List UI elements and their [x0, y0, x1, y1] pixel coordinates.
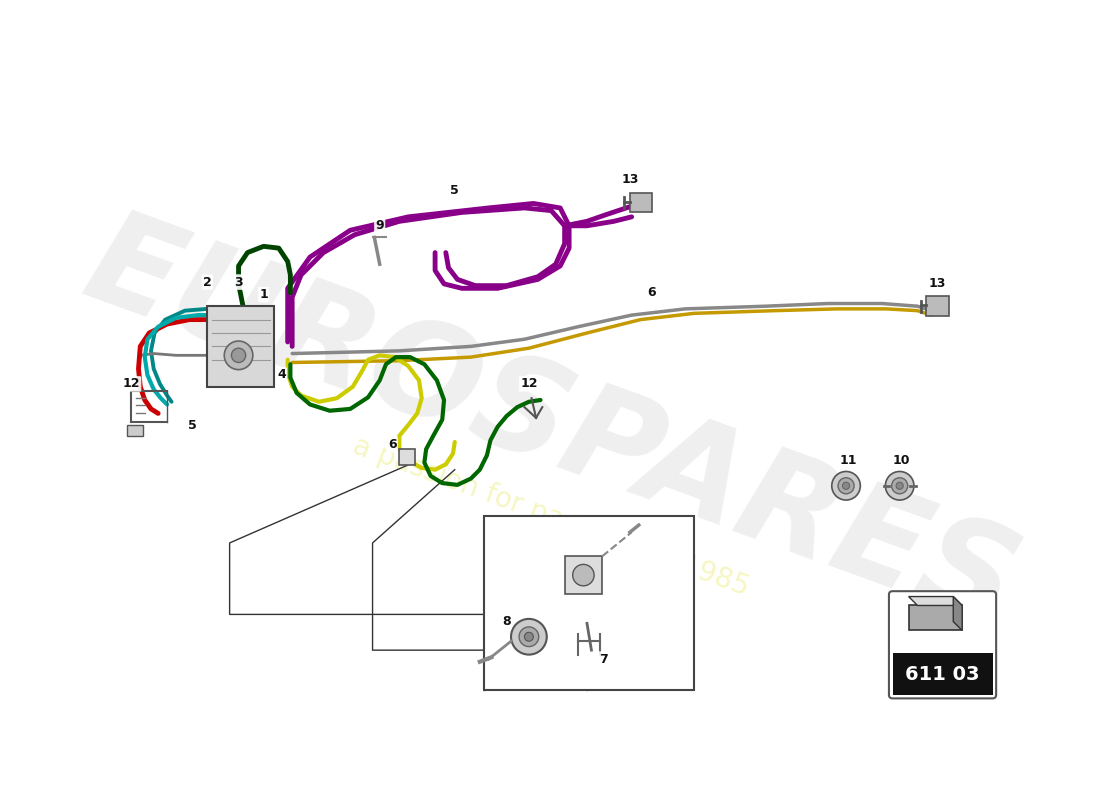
Circle shape [231, 348, 245, 362]
Bar [126, 425, 143, 436]
Text: 13: 13 [928, 278, 946, 290]
Circle shape [896, 482, 903, 490]
FancyBboxPatch shape [889, 591, 997, 698]
Bar [399, 449, 416, 466]
Text: 7: 7 [598, 653, 607, 666]
Polygon shape [954, 597, 962, 630]
Text: 1: 1 [260, 288, 268, 301]
Text: 3: 3 [234, 275, 243, 289]
Bar [909, 606, 962, 630]
Circle shape [519, 627, 539, 646]
Bar [926, 296, 949, 316]
Circle shape [832, 471, 860, 500]
Polygon shape [909, 597, 962, 606]
Text: a passion for parts since 1985: a passion for parts since 1985 [350, 431, 754, 601]
Circle shape [886, 471, 914, 500]
Text: 5: 5 [188, 418, 197, 431]
Bar [564, 556, 602, 594]
Text: 2: 2 [202, 275, 211, 289]
Circle shape [838, 478, 854, 494]
Circle shape [512, 619, 547, 654]
Text: 6: 6 [647, 286, 656, 299]
Bar [484, 516, 694, 690]
Text: 9: 9 [375, 219, 384, 232]
Text: 12: 12 [122, 378, 140, 390]
Circle shape [892, 478, 907, 494]
Circle shape [843, 482, 849, 490]
Text: 611 03: 611 03 [905, 665, 980, 684]
Text: 12: 12 [520, 378, 538, 390]
Bar [207, 306, 274, 386]
Bar [630, 193, 652, 212]
Text: 4: 4 [277, 369, 286, 382]
Text: 13: 13 [621, 173, 638, 186]
Text: EUROSPARES: EUROSPARES [69, 199, 1033, 654]
Bar [892, 653, 992, 695]
Text: 11: 11 [839, 454, 857, 467]
Text: 5: 5 [450, 183, 459, 197]
Circle shape [573, 564, 594, 586]
Text: 6: 6 [388, 438, 396, 451]
Text: 8: 8 [503, 615, 510, 628]
Text: 10: 10 [893, 454, 910, 467]
Circle shape [224, 341, 253, 370]
Circle shape [525, 632, 533, 642]
